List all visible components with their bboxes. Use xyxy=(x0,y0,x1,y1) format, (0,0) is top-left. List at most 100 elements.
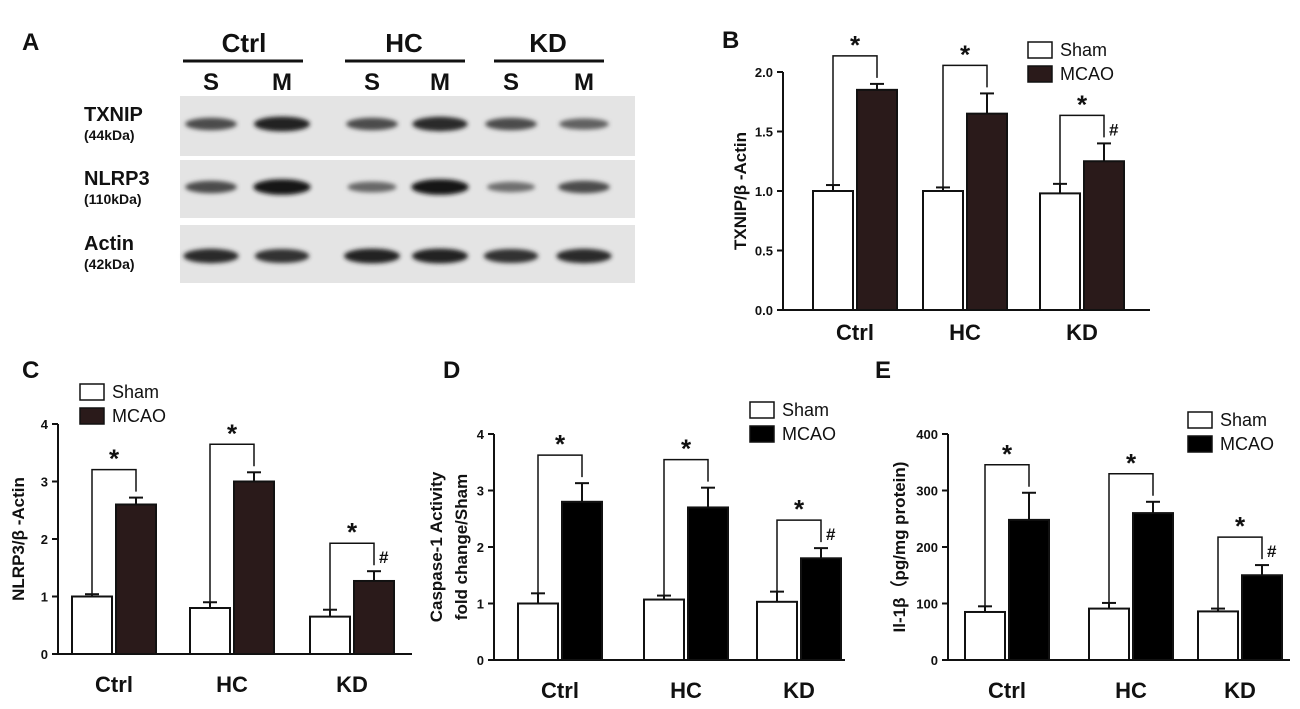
significance-star: * xyxy=(347,517,358,547)
bar-mcao-hc xyxy=(966,112,1008,312)
significance-bracket xyxy=(91,468,137,595)
y-tick-label: 0 xyxy=(477,653,484,668)
bar-sham-kd xyxy=(1197,610,1239,661)
y-axis-label: Il-1β（pg/mg protein) xyxy=(889,462,909,633)
y-axis-label-line2: fold change/Sham xyxy=(452,474,471,620)
significance-star: * xyxy=(960,39,971,69)
y-axis-label-line1: Caspase-1 Activity xyxy=(427,471,446,622)
y-tick-label: 1.5 xyxy=(755,125,773,140)
y-tick-label: 2 xyxy=(41,532,48,547)
legend-label-sham: Sham xyxy=(1220,410,1267,430)
bar-charts: B 0.0 0.5 1.0 1.5 2.0 TXNIP/β -Actin Ctrl * HC * KD… xyxy=(9,27,1290,703)
significance-star: * xyxy=(1077,89,1088,119)
legend-swatch-mcao xyxy=(1027,65,1053,83)
bar-sham-hc xyxy=(643,598,685,661)
blot-protein-label-txnip: TXNIP xyxy=(84,104,143,126)
significance-star: * xyxy=(1002,439,1013,469)
y-tick-label: 200 xyxy=(916,540,938,555)
blot-lane-label: M xyxy=(574,69,594,96)
y-tick-label: 300 xyxy=(916,484,938,499)
blot-lane-label: M xyxy=(430,69,450,96)
blot-group-label-hc: HC xyxy=(385,28,423,58)
blot-band xyxy=(254,116,310,132)
legend: Sham MCAO xyxy=(1187,410,1274,454)
x-tick-label-hc: HC xyxy=(949,320,981,345)
legend-label-sham: Sham xyxy=(782,400,829,420)
significance-bracket xyxy=(1217,536,1263,610)
panel-letter-c: C xyxy=(22,357,39,384)
bar-mcao-ctrl xyxy=(561,500,603,661)
bar-sham-ctrl xyxy=(71,595,113,655)
blot-band xyxy=(412,248,468,264)
legend-label-sham: Sham xyxy=(112,382,159,402)
significance-star: * xyxy=(555,429,566,459)
blot-band xyxy=(486,181,536,193)
x-tick-label-kd: KD xyxy=(1224,678,1256,703)
blot-band xyxy=(183,248,239,264)
bar-sham-kd xyxy=(309,615,351,655)
blot-lane-label: S xyxy=(203,69,219,96)
significance-bracket xyxy=(832,55,878,189)
blot-lane-label: S xyxy=(364,69,380,96)
y-tick-label: 400 xyxy=(916,427,938,442)
significance-star: * xyxy=(1235,511,1246,541)
chart-panel-b: B 0.0 0.5 1.0 1.5 2.0 TXNIP/β -Actin Ctrl * HC * KD… xyxy=(722,27,1150,345)
significance-star: * xyxy=(1126,448,1137,478)
significance-bracket xyxy=(663,458,709,598)
y-tick-label: 4 xyxy=(41,417,49,432)
panel-letter-d: D xyxy=(443,357,460,384)
blot-group-label-kd: KD xyxy=(529,28,567,58)
significance-bracket xyxy=(942,64,988,189)
legend: Sham MCAO xyxy=(79,382,166,426)
bar-sham-hc xyxy=(1088,607,1130,662)
y-tick-label: 1.0 xyxy=(755,184,773,199)
legend-swatch-mcao xyxy=(1187,435,1213,453)
legend-label-sham: Sham xyxy=(1060,40,1107,60)
y-tick-label: 3 xyxy=(477,484,484,499)
blot-band xyxy=(185,180,237,194)
significance-bracket xyxy=(984,464,1030,610)
significance-star: * xyxy=(109,444,120,474)
x-tick-label-hc: HC xyxy=(216,672,248,697)
blot-band xyxy=(559,118,609,130)
legend-label-mcao: MCAO xyxy=(1060,64,1114,84)
significance-star: * xyxy=(681,434,692,464)
significance-hash: # xyxy=(1109,120,1119,139)
legend-swatch-sham xyxy=(1187,411,1213,429)
significance-hash: # xyxy=(1267,542,1277,561)
legend-label-mcao: MCAO xyxy=(1220,434,1274,454)
y-tick-label: 1 xyxy=(41,590,48,605)
legend-swatch-mcao xyxy=(79,407,105,425)
y-tick-label: 1 xyxy=(477,597,484,612)
blot-band xyxy=(411,179,469,195)
legend-swatch-sham xyxy=(749,401,775,419)
y-tick-label: 0.5 xyxy=(755,244,773,259)
blot-lane-label: M xyxy=(272,69,292,96)
significance-bracket xyxy=(776,519,822,600)
blot-protein-label-nlrp3: NLRP3 xyxy=(84,168,150,190)
bar-mcao-kd xyxy=(1083,160,1125,311)
legend: Sham MCAO xyxy=(1027,40,1114,84)
legend: Sham MCAO xyxy=(749,400,836,444)
bar-mcao-hc xyxy=(1132,512,1174,661)
chart-panel-d: D 0 1 2 3 4 Caspase-1 Activity fold change/Sham… xyxy=(427,357,845,703)
blot-band xyxy=(556,248,612,264)
blot-band xyxy=(483,249,539,263)
panel-letter-b: B xyxy=(722,27,739,54)
x-tick-label-ctrl: Ctrl xyxy=(541,678,579,703)
bar-sham-hc xyxy=(922,190,964,311)
y-axis-label: TXNIP/β -Actin xyxy=(731,132,750,250)
chart-panel-c: C 0 1 2 3 4 NLRP3/β -Actin Ctrl * HC * KD * # Sham MCAO xyxy=(9,357,412,697)
blot-band xyxy=(254,249,310,263)
bar-sham-hc xyxy=(189,607,231,655)
bar-mcao-kd xyxy=(800,557,842,661)
x-tick-label-kd: KD xyxy=(783,678,815,703)
bar-mcao-kd xyxy=(353,579,395,655)
significance-bracket xyxy=(209,443,255,606)
significance-star: * xyxy=(794,494,805,524)
legend-label-mcao: MCAO xyxy=(112,406,166,426)
blot-band xyxy=(558,180,610,194)
bar-sham-ctrl xyxy=(812,190,854,311)
blot-kda-label-txnip: (44kDa) xyxy=(84,127,135,143)
